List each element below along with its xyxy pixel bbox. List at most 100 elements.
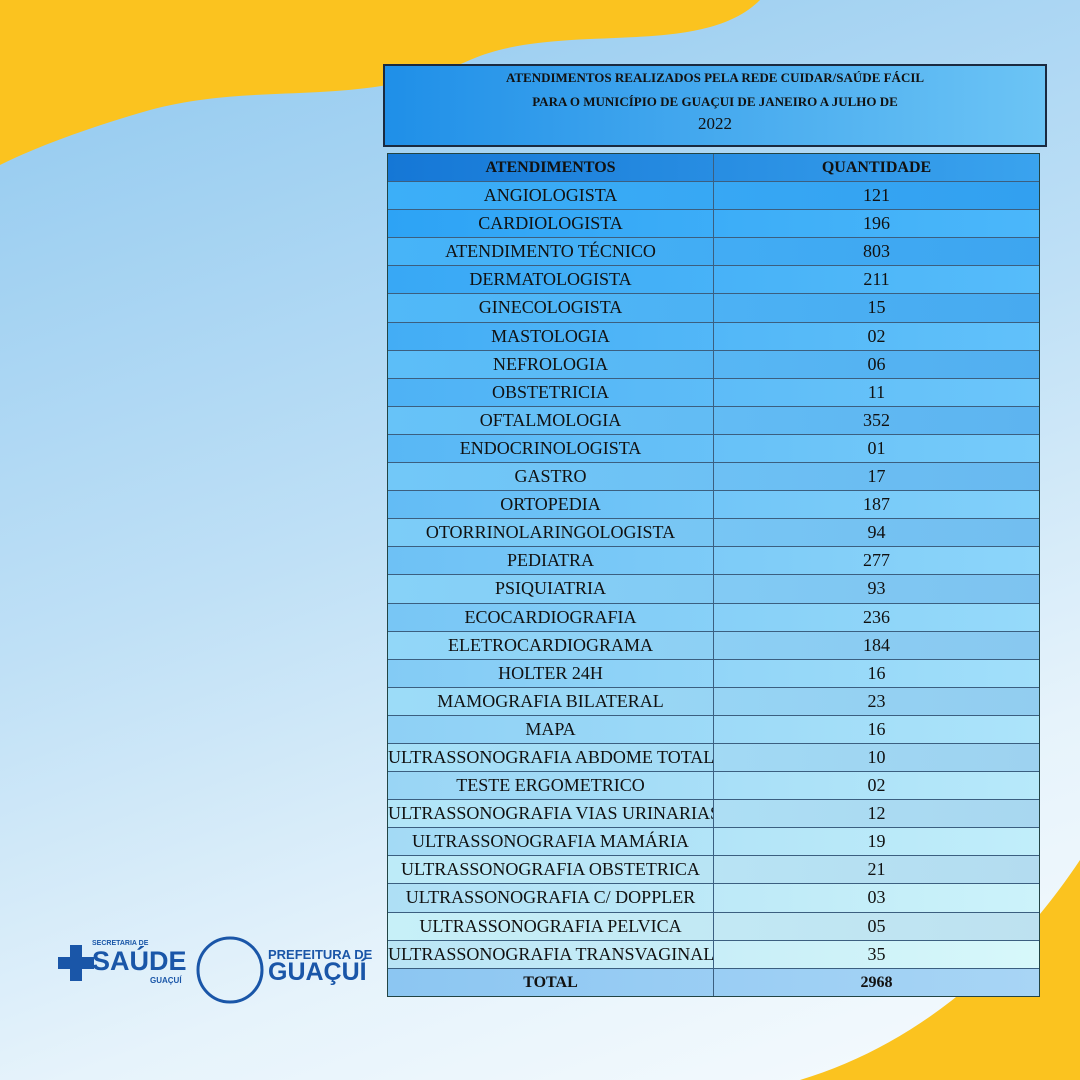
cell: ATENDIMENTOS bbox=[388, 154, 714, 182]
cell: GINECOLOGISTA bbox=[388, 294, 714, 322]
logo-text: SECRETARIA DE bbox=[92, 940, 149, 947]
title-line: 2022 bbox=[698, 114, 732, 133]
table-row: OFTALMOLOGIA 352 bbox=[388, 405, 1039, 434]
table-row: NEFROLOGIA 06 bbox=[388, 349, 1039, 378]
cell: ELETROCARDIOGRAMA bbox=[388, 631, 714, 659]
table-row: MASTOLOGIA 02 bbox=[388, 321, 1039, 350]
table-row: ULTRASSONOGRAFIA VIAS URINARIAS 12 bbox=[388, 799, 1039, 828]
cell: ULTRASSONOGRAFIA PELVICA bbox=[388, 912, 714, 940]
table-row: DERMATOLOGISTA 211 bbox=[388, 265, 1039, 294]
cell: GASTRO bbox=[388, 463, 714, 491]
cell: 02 bbox=[867, 325, 886, 346]
cell: 16 bbox=[867, 718, 886, 739]
cell: ATENDIMENTO TÉCNICO bbox=[388, 238, 714, 266]
cell: ULTRASSONOGRAFIA TRANSVAGINAL bbox=[388, 940, 714, 968]
table-row: GINECOLOGISTA 15 bbox=[388, 293, 1039, 322]
table-row: OBSTETRICIA 11 bbox=[388, 377, 1039, 406]
cell: 01 bbox=[867, 437, 886, 458]
cell: 19 bbox=[867, 831, 886, 852]
cell: OBSTETRICIA bbox=[388, 378, 714, 406]
cell: PSIQUIATRIA bbox=[388, 575, 714, 603]
cell: 17 bbox=[867, 466, 886, 487]
table-row: ATENDIMENTO TÉCNICO 803 bbox=[388, 237, 1039, 266]
table: ATENDIMENTOS QUANTIDADE ANGIOLOGISTA 121 CAR… bbox=[387, 153, 1040, 997]
cell: MASTOLOGIA bbox=[388, 322, 714, 350]
title-line: ATENDIMENTOS REALIZADOS PELA REDE CUIDAR… bbox=[505, 70, 925, 85]
table-row: ULTRASSONOGRAFIA PELVICA 05 bbox=[388, 911, 1039, 940]
cell: 236 bbox=[863, 606, 890, 627]
cell: ULTRASSONOGRAFIA OBSTETRICA bbox=[388, 856, 714, 884]
cell: ECOCARDIOGRAFIA bbox=[388, 603, 714, 631]
cell: ULTRASSONOGRAFIA C/ DOPPLER bbox=[388, 884, 714, 912]
cell: DERMATOLOGISTA bbox=[388, 266, 714, 294]
cell: 2968 bbox=[860, 973, 893, 991]
cell: 352 bbox=[863, 409, 890, 430]
table-row: PSIQUIATRIA 93 bbox=[388, 574, 1039, 603]
cell: 35 bbox=[867, 943, 886, 964]
title-line: PARA O MUNICÍPIO DE GUAÇUI DE JANEIRO A … bbox=[532, 94, 898, 109]
table-row: ULTRASSONOGRAFIA MAMÁRIA 19 bbox=[388, 827, 1039, 856]
table-row: PEDIATRA 277 bbox=[388, 546, 1039, 575]
table-row: ELETROCARDIOGRAMA 184 bbox=[388, 630, 1039, 659]
cell: 03 bbox=[867, 887, 886, 908]
table-row: ENDOCRINOLOGISTA 01 bbox=[388, 433, 1039, 463]
cell: 11 bbox=[867, 381, 886, 402]
cell: ANGIOLOGISTA bbox=[388, 182, 714, 210]
table-row: OTORRINOLARINGOLOGISTA 94 bbox=[388, 518, 1039, 547]
table-row: MAPA 16 bbox=[388, 714, 1039, 743]
cell: ENDOCRINOLOGISTA bbox=[388, 434, 714, 463]
cell: 121 bbox=[863, 185, 890, 206]
cell: 02 bbox=[867, 775, 886, 796]
logo-text: SAÚDE bbox=[92, 946, 187, 976]
cell: NEFROLOGIA bbox=[388, 350, 714, 378]
table-row: TESTE ERGOMETRICO 02 bbox=[388, 771, 1039, 800]
cell: ULTRASSONOGRAFIA MAMÁRIA bbox=[388, 828, 714, 856]
cell: 05 bbox=[867, 915, 886, 936]
table-row: ULTRASSONOGRAFIA TRANSVAGINAL 35 bbox=[388, 939, 1039, 968]
cell: 196 bbox=[863, 213, 890, 234]
cell: 93 bbox=[867, 578, 886, 599]
cell: 803 bbox=[863, 241, 890, 262]
cell: ORTOPEDIA bbox=[388, 491, 714, 519]
cell: 06 bbox=[867, 353, 886, 374]
cell: 94 bbox=[867, 522, 886, 543]
cell: 211 bbox=[863, 269, 890, 290]
cell: 10 bbox=[867, 746, 886, 767]
cell: 187 bbox=[863, 494, 890, 515]
cell: 184 bbox=[863, 634, 890, 655]
logo-text: PREFEITURA DE bbox=[268, 947, 373, 962]
cell: ULTRASSONOGRAFIA ABDOME TOTAL bbox=[388, 743, 714, 772]
cell: PEDIATRA bbox=[388, 547, 714, 575]
logo-text: GUAÇUÍ bbox=[268, 958, 367, 986]
cell: TOTAL bbox=[388, 968, 714, 996]
cell: OFTALMOLOGIA bbox=[388, 406, 714, 434]
cell: ULTRASSONOGRAFIA VIAS URINARIAS bbox=[388, 800, 714, 828]
cell: 12 bbox=[867, 803, 886, 824]
table-row: ULTRASSONOGRAFIA C/ DOPPLER 03 bbox=[388, 883, 1039, 912]
cell: 21 bbox=[867, 859, 886, 880]
cell: 16 bbox=[867, 662, 886, 683]
table-row: ECOCARDIOGRAFIA 236 bbox=[388, 602, 1039, 631]
cell: 277 bbox=[863, 550, 890, 571]
cell: QUANTIDADE bbox=[821, 159, 932, 176]
table-row: ULTRASSONOGRAFIA ABDOME TOTAL 10 bbox=[388, 742, 1039, 772]
table-row: CARDIOLOGISTA 196 bbox=[388, 209, 1039, 238]
cell: CARDIOLOGISTA bbox=[388, 210, 714, 238]
table-row: ULTRASSONOGRAFIA OBSTETRICA 21 bbox=[388, 855, 1039, 884]
table-row: ORTOPEDIA 187 bbox=[388, 490, 1039, 519]
cell: TESTE ERGOMETRICO bbox=[388, 772, 714, 800]
table-row: HOLTER 24H 16 bbox=[388, 658, 1039, 687]
table-row: ANGIOLOGISTA 121 bbox=[388, 181, 1039, 210]
cell: MAMOGRAFIA BILATERAL bbox=[388, 687, 714, 715]
cell: 23 bbox=[867, 690, 886, 711]
cell: 15 bbox=[867, 297, 886, 318]
cell: HOLTER 24H bbox=[388, 659, 714, 687]
table-row: ATENDIMENTOS QUANTIDADE bbox=[388, 154, 1039, 182]
table-row: TOTAL 2968 bbox=[388, 967, 1039, 996]
logo-text: GUAÇUÍ bbox=[150, 976, 182, 985]
table-row: MAMOGRAFIA BILATERAL 23 bbox=[388, 686, 1039, 715]
cell: OTORRINOLARINGOLOGISTA bbox=[388, 519, 714, 547]
table-row: GASTRO 17 bbox=[388, 462, 1039, 491]
